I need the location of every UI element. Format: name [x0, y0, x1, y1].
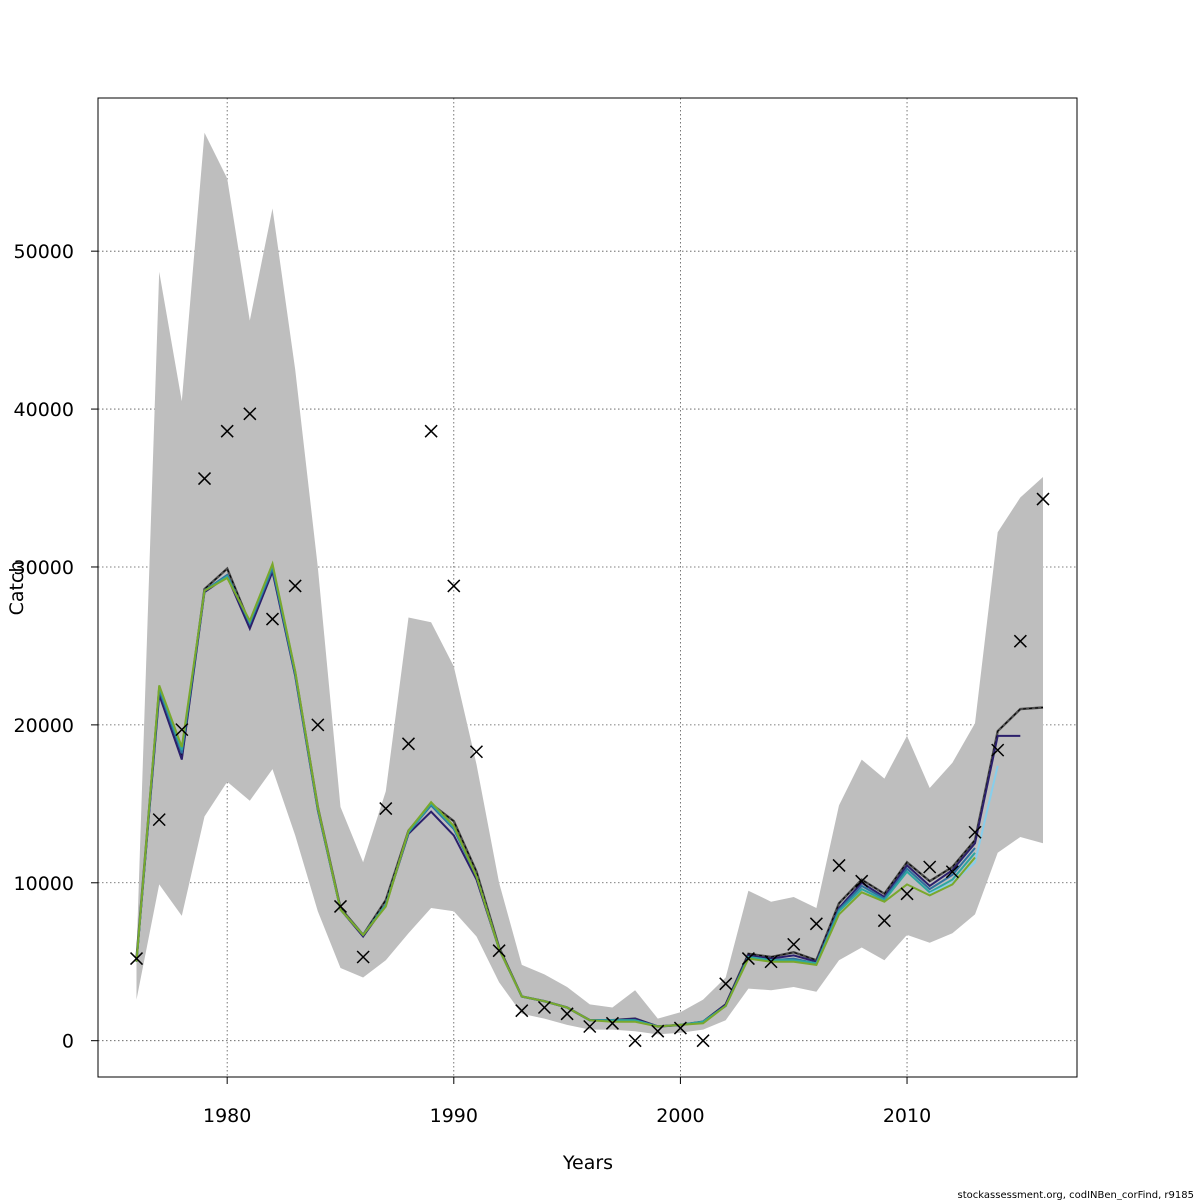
observed-point-1977 — [152, 813, 166, 827]
observed-point-1991 — [469, 745, 483, 759]
series-line-6 — [135, 560, 976, 1028]
credit-text: stockassessment.org, codINBen_corFind, r… — [958, 1190, 1194, 1200]
observed-point-2013 — [968, 825, 982, 839]
confidence-band-area — [136, 132, 1043, 1035]
observed-point-1980 — [220, 424, 234, 438]
observed-point-1990 — [447, 579, 461, 593]
observed-point-2011 — [923, 860, 937, 874]
observed-point-1986 — [356, 950, 370, 964]
y-tick-label-40000: 40000 — [14, 399, 74, 421]
y-tick-label-0: 0 — [62, 1031, 74, 1053]
observed-point-2005 — [787, 937, 801, 951]
observed-point-1978 — [175, 723, 189, 737]
observed-point-2006 — [809, 917, 823, 931]
observed-point-1985 — [333, 899, 348, 913]
observed-point-2000 — [673, 1021, 687, 1035]
observed-point-1988 — [401, 737, 416, 751]
x-axis-title: Years — [562, 1152, 613, 1174]
observed-point-2012 — [945, 865, 959, 879]
observed-point-1979 — [197, 472, 212, 486]
observed-point-1996 — [583, 1019, 597, 1034]
observed-point-2016 — [1036, 492, 1050, 506]
observed-point-2004 — [764, 955, 778, 969]
observed-point-1976 — [129, 952, 144, 966]
y-tick-label-10000: 10000 — [14, 873, 74, 895]
observed-point-1995 — [560, 1007, 574, 1021]
observed-point-2009 — [877, 914, 891, 928]
confidence-band — [136, 132, 1043, 1035]
y-axis-title: Catch — [6, 561, 28, 616]
x-tick-label-2000: 2000 — [656, 1105, 704, 1127]
observed-point-1989 — [424, 424, 438, 438]
y-tick-label-50000: 50000 — [14, 241, 74, 263]
x-tick-label-1990: 1990 — [430, 1105, 478, 1127]
x-tick-label-1980: 1980 — [203, 1105, 251, 1127]
observed-point-1999 — [651, 1024, 665, 1038]
observed-point-1992 — [492, 944, 506, 958]
series-line-5 — [929, 765, 999, 895]
observed-point-1983 — [288, 579, 302, 593]
plot-frame — [97, 97, 1078, 1078]
observed-point-1981 — [243, 407, 257, 421]
y-tick-label-20000: 20000 — [14, 715, 74, 737]
observed-point-2008 — [855, 874, 869, 888]
observed-point-1982 — [265, 612, 280, 626]
y-tick-label-30000: 30000 — [14, 557, 74, 579]
observed-point-1987 — [379, 802, 393, 816]
observed-point-1998 — [628, 1034, 642, 1048]
observed-point-2014 — [991, 743, 1005, 757]
x-tick-label-2010: 2010 — [883, 1105, 931, 1127]
observed-point-2007 — [832, 858, 846, 872]
x-axis: 1980 1990 2000 2010 — [203, 1077, 931, 1127]
observed-point-1994 — [537, 1000, 551, 1015]
y-axis: 0 10000 20000 30000 40000 50000 — [14, 241, 98, 1053]
observed-point-1993 — [515, 1004, 529, 1018]
observed-points — [129, 407, 1050, 1048]
observed-point-2002 — [719, 977, 733, 991]
observed-point-2015 — [1013, 634, 1027, 648]
observed-point-1984 — [311, 718, 325, 732]
observed-point-1997 — [605, 1016, 619, 1030]
observed-point-2010 — [900, 887, 914, 901]
series-lines — [135, 560, 1044, 1028]
observed-point-2003 — [741, 952, 755, 966]
observed-point-2001 — [696, 1034, 710, 1048]
